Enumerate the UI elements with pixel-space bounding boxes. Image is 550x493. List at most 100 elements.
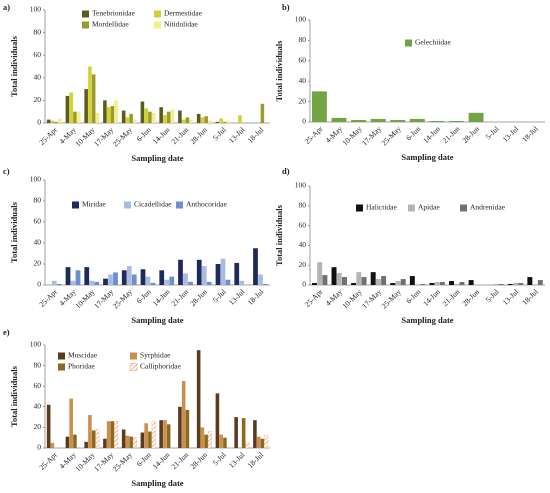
bar <box>449 281 455 285</box>
bar <box>51 280 57 285</box>
bar <box>208 120 212 123</box>
legend-label: Miridae <box>82 200 106 209</box>
y-tick-label: 60 <box>299 56 307 65</box>
bar <box>46 119 51 123</box>
legend-swatch <box>82 10 89 18</box>
bar <box>50 442 55 448</box>
bar <box>317 262 323 285</box>
bar <box>351 283 357 285</box>
bar <box>163 420 167 448</box>
bar <box>106 421 111 448</box>
y-tick-label: 20 <box>299 96 307 105</box>
x-tick-label: 18-Jul <box>520 287 540 307</box>
bar <box>215 393 220 448</box>
bar <box>253 420 257 448</box>
bar <box>178 406 182 448</box>
bar <box>113 272 118 285</box>
legend-swatch <box>408 204 415 212</box>
bar <box>70 280 76 285</box>
x-tick-label: 25-Apr <box>303 287 325 309</box>
bar <box>164 279 170 285</box>
bar <box>103 438 107 448</box>
bar <box>144 108 148 123</box>
bar <box>336 273 342 285</box>
y-tick-label: 60 <box>299 220 307 229</box>
bar <box>181 381 186 448</box>
y-tick-label: 100 <box>30 175 42 184</box>
bar <box>459 282 465 285</box>
bar <box>449 120 464 122</box>
y-tick-label: 80 <box>34 360 42 369</box>
bar <box>73 434 77 448</box>
x-tick-label: 25-Apr <box>37 287 59 309</box>
bar <box>185 117 190 123</box>
x-tick-label: 18-Jul <box>246 287 266 307</box>
bar <box>58 118 62 123</box>
legend-swatch <box>130 352 137 360</box>
bar <box>166 424 171 448</box>
bar <box>238 115 242 123</box>
x-tick-label: 25-May <box>380 287 403 310</box>
bar <box>76 111 81 123</box>
bar <box>395 281 401 285</box>
bar <box>420 284 426 285</box>
y-tick-label: 20 <box>299 260 307 269</box>
bar <box>95 112 100 123</box>
x-tick-label: 10-May <box>73 287 96 310</box>
bar <box>196 259 202 285</box>
x-tick-label: 10-May <box>73 125 96 148</box>
y-axis-title: Total individuals <box>274 40 284 102</box>
bar <box>121 429 126 448</box>
bar <box>454 284 460 285</box>
legend-label: Apidae <box>418 203 440 212</box>
y-tick-label: 0 <box>302 280 306 289</box>
legend-label: Cicadellidae <box>134 200 172 209</box>
bar <box>493 284 499 285</box>
x-tick-label: 18-Jul <box>520 124 540 144</box>
bar <box>183 273 188 285</box>
legend-swatch <box>72 201 79 209</box>
bar <box>50 120 55 123</box>
bar <box>200 117 205 123</box>
bar <box>129 113 133 123</box>
bar <box>188 281 193 285</box>
bar <box>527 277 533 285</box>
legend-swatch <box>176 201 183 209</box>
y-axis-title: Total individuals <box>9 35 19 97</box>
x-axis-title: Sampling date <box>131 315 183 325</box>
bar <box>94 281 100 285</box>
bar <box>215 264 221 285</box>
bar <box>103 100 107 123</box>
x-tick-label: 5-Jul <box>211 125 228 142</box>
bar <box>133 119 137 123</box>
bar <box>215 121 220 123</box>
bar <box>537 280 543 285</box>
bar <box>239 280 245 285</box>
bar <box>65 95 70 123</box>
y-tick-label: 80 <box>34 196 42 205</box>
bar <box>498 284 504 285</box>
x-axis-title: Sampling date <box>401 152 453 162</box>
panel: b) Total individuals Sampling date 0 20 40 60 8… <box>274 2 545 162</box>
bar <box>375 279 381 285</box>
x-tick-label: 21-Jun <box>441 124 462 145</box>
y-tick-label: 40 <box>34 73 42 82</box>
bar <box>189 119 193 123</box>
bar <box>106 107 111 123</box>
bar <box>125 435 130 448</box>
bar <box>256 436 261 448</box>
y-tick-label: 0 <box>37 443 41 452</box>
bar <box>163 115 167 123</box>
x-tick-label: 5-Jul <box>211 450 228 467</box>
x-tick-label: 25-Apr <box>37 125 59 147</box>
bar <box>429 283 435 285</box>
bar <box>204 434 208 448</box>
bar <box>170 109 175 123</box>
bar <box>140 269 146 285</box>
bar <box>429 120 445 122</box>
bar <box>204 116 208 123</box>
y-axis-title: Total individuals <box>9 201 19 263</box>
x-tick-label: 14-Jun <box>151 450 172 471</box>
panel-label: d) <box>282 166 290 176</box>
x-tick-label: 21-Jun <box>169 450 190 471</box>
